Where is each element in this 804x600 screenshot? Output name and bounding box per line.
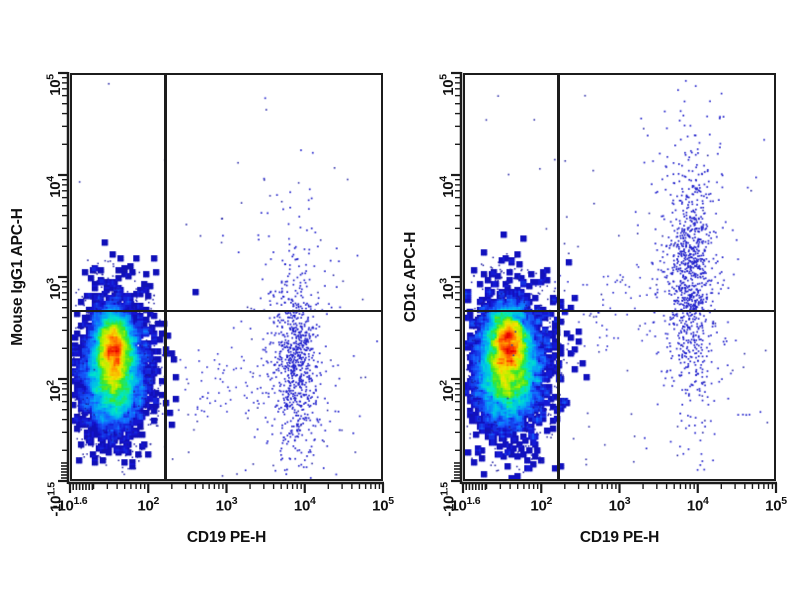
scatter-canvas-right xyxy=(465,75,774,479)
axis-ticks-left xyxy=(58,71,385,493)
x-tick-label: 105 xyxy=(372,495,394,515)
y-tick-label: 104 xyxy=(44,176,65,198)
x-tick-label: 102 xyxy=(530,495,553,515)
x-tick-label: 105 xyxy=(765,495,787,515)
x-axis-title-left: CD19 PE-H xyxy=(186,529,267,546)
y-axis-title-right: CD1c APC-H xyxy=(402,231,419,323)
y-tick-label: 104 xyxy=(437,176,458,198)
plot-area-left[interactable] xyxy=(70,73,383,481)
quadrant-line-vertical-left xyxy=(164,75,167,479)
axis-ticks-right xyxy=(451,71,778,493)
y-tick-label: 103 xyxy=(44,278,65,300)
x-tick-label: 103 xyxy=(215,495,238,515)
plot-area-right[interactable] xyxy=(463,73,776,481)
quadrant-line-horizontal-right xyxy=(465,309,774,313)
y-axis-title-left: Mouse IgG1 APC-H xyxy=(9,208,26,346)
quadrant-line-vertical-right xyxy=(557,75,560,479)
quadrant-line-horizontal-left xyxy=(72,309,381,313)
y-tick-label: -101.5 xyxy=(437,482,458,517)
x-tick-label: 104 xyxy=(686,495,709,515)
y-tick-label: 105 xyxy=(44,74,65,96)
x-tick-label: 103 xyxy=(608,495,631,515)
y-tick-label: 102 xyxy=(44,380,65,402)
x-tick-label: -101.6 xyxy=(52,495,88,515)
y-tick-label: 105 xyxy=(437,74,458,96)
panel-left: -101.6 102 103 104 105 105 104 103 102 -… xyxy=(9,71,394,546)
x-tick-label: -101.6 xyxy=(445,495,481,515)
y-tick-label: -101.5 xyxy=(44,482,65,517)
scatter-canvas-left xyxy=(72,75,381,479)
x-tick-label: 102 xyxy=(137,495,160,515)
y-tick-label: 102 xyxy=(437,380,458,402)
y-tick-label: 103 xyxy=(437,278,458,300)
x-tick-label: 104 xyxy=(293,495,316,515)
x-axis-title-right: CD19 PE-H xyxy=(579,529,660,546)
panel-right: -101.6 102 103 104 105 105 104 103 102 -… xyxy=(402,0,804,600)
